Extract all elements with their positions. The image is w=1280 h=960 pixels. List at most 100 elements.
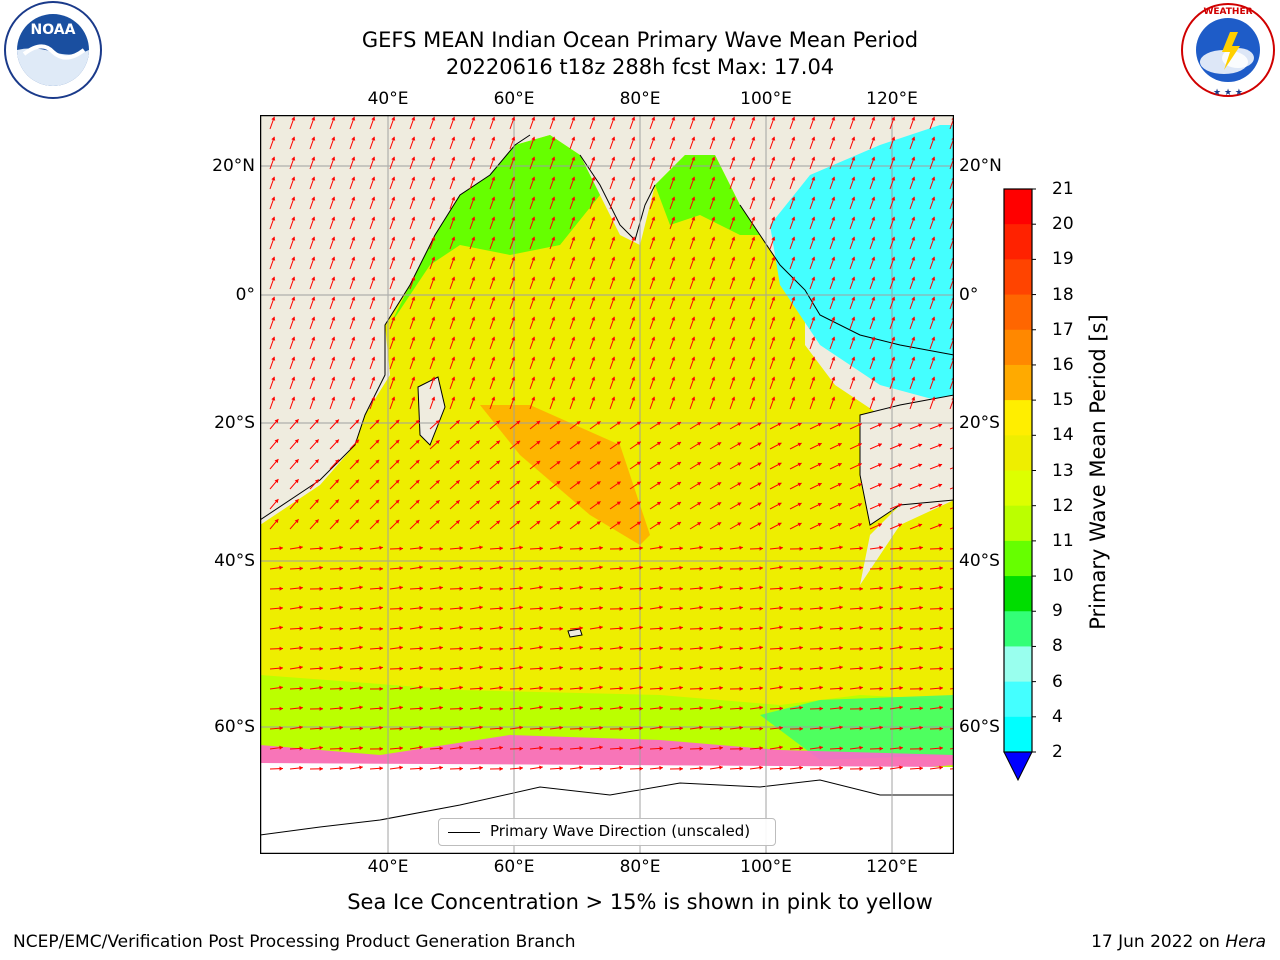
wave-arrow-head: [671, 336, 676, 341]
wave-arrow-head: [851, 276, 856, 281]
plot-subtitle: 20220616 t18z 288h fcst Max: 17.04: [445, 55, 835, 79]
wave-arrow-head: [415, 480, 420, 484]
wave-arrow-head: [299, 626, 303, 631]
wave-arrow-head: [379, 725, 383, 730]
wave-arrow-head: [851, 396, 856, 401]
wave-arrow-head: [751, 176, 756, 181]
wave-arrow-head: [571, 216, 576, 221]
wave-arrow-head: [671, 176, 676, 181]
wave-arrow-head: [511, 156, 516, 161]
wave-arrow-head: [271, 356, 276, 361]
wave-arrow-head: [918, 523, 923, 528]
wave-arrow-head: [415, 500, 420, 504]
wave-arrow-head: [631, 276, 636, 281]
wave-arrow-head: [499, 625, 503, 630]
wave-arrow-head: [819, 565, 823, 570]
wave-arrow-head: [859, 646, 863, 651]
colorbar-tick-label: 15: [1052, 390, 1074, 411]
wave-arrow-head: [891, 236, 896, 241]
arabian-sea-green: [390, 135, 600, 325]
wave-arrow-head: [571, 256, 576, 261]
wave-arrow-head: [491, 296, 496, 301]
wave-arrow-head: [599, 545, 603, 551]
wave-arrow-head: [911, 196, 916, 201]
wave-arrow-head: [639, 565, 643, 570]
wave-arrow-head: [659, 665, 663, 670]
wave-arrow-head: [739, 686, 743, 691]
wave-arrow-head: [631, 316, 636, 321]
wave-arrow-head: [274, 499, 279, 504]
wave-arrow-head: [656, 501, 661, 506]
wave-arrow-head: [819, 625, 823, 630]
wave-arrow-head: [435, 420, 440, 424]
wave-arrow-head: [431, 276, 436, 281]
wave-arrow-head: [415, 440, 420, 444]
wave-arrow-head: [591, 296, 596, 301]
wave-arrow-head: [536, 440, 541, 445]
wave-arrow-head: [938, 423, 943, 428]
wave-arrow-head: [571, 276, 576, 281]
wave-arrow-head: [391, 316, 396, 321]
wave-arrow-head: [311, 216, 316, 221]
wave-arrow-head: [519, 566, 523, 571]
wave-arrow-head: [375, 519, 380, 524]
wave-arrow-head: [271, 116, 276, 121]
wave-arrow-head: [551, 216, 556, 221]
wave-arrow-head: [511, 316, 516, 321]
wave-arrow-head: [777, 462, 782, 467]
wave-arrow-head: [691, 116, 696, 121]
wave-arrow-head: [271, 136, 276, 141]
wave-arrow-head: [811, 316, 816, 321]
wave-arrow-head: [475, 500, 480, 505]
wave-arrow-head: [711, 396, 716, 401]
wave-arrow-head: [918, 503, 923, 508]
wave-arrow-head: [731, 316, 736, 321]
wave-arrow-head: [839, 705, 843, 711]
wave-arrow-head: [931, 356, 936, 361]
wave-arrow-head: [599, 605, 603, 611]
wave-arrow-head: [479, 605, 483, 610]
wave-arrow-head: [471, 116, 476, 121]
wave-arrow-head: [411, 136, 416, 141]
wave-arrow-head: [311, 156, 316, 161]
wave-arrow-head: [551, 236, 556, 241]
wave-arrow-head: [491, 196, 496, 201]
wave-arrow-head: [419, 745, 423, 750]
wave-arrow-head: [391, 176, 396, 181]
wave-arrow-head: [779, 745, 783, 750]
wave-arrow-head: [471, 156, 476, 161]
colorbar-tick-label: 21: [1052, 179, 1074, 199]
lon-tick-bottom-40: 40°E: [367, 857, 409, 877]
wave-arrow-head: [451, 356, 456, 361]
wave-arrow-head: [496, 500, 500, 505]
wave-arrow-head: [511, 236, 516, 241]
wave-arrow-head: [379, 545, 383, 550]
wave-arrow-head: [611, 236, 616, 241]
wave-arrow-head: [879, 545, 883, 550]
wave-arrow-head: [499, 766, 503, 771]
wave-arrow-head: [711, 156, 716, 161]
wave-arrow-head: [391, 216, 396, 221]
wave-arrow-head: [499, 646, 503, 651]
wave-arrow-head: [279, 685, 283, 690]
wave-arrow-head: [359, 625, 363, 631]
wave-arrow-head: [679, 706, 683, 711]
wave-arrow-head: [519, 766, 523, 771]
wave-arrow-head: [379, 686, 383, 691]
wave-arrow-head: [898, 463, 902, 468]
wave-arrow-head: [559, 605, 563, 610]
wave-arrow-head: [419, 565, 423, 570]
wave-arrow-head: [375, 439, 380, 444]
wave-arrow-head: [851, 176, 856, 181]
wave-arrow-head: [631, 196, 636, 201]
wave-arrow-head: [571, 236, 576, 241]
wave-arrow-head: [731, 136, 736, 141]
colorbar: [1003, 188, 1036, 782]
wave-arrow-head: [379, 706, 383, 711]
wave-arrow-head: [717, 502, 722, 506]
wave-arrow-head: [616, 461, 621, 466]
wave-arrow-head: [351, 316, 356, 321]
footer-date: 17 Jun 2022 on: [1091, 932, 1226, 952]
wave-arrow-head: [471, 296, 476, 301]
wave-arrow-head: [479, 585, 483, 591]
